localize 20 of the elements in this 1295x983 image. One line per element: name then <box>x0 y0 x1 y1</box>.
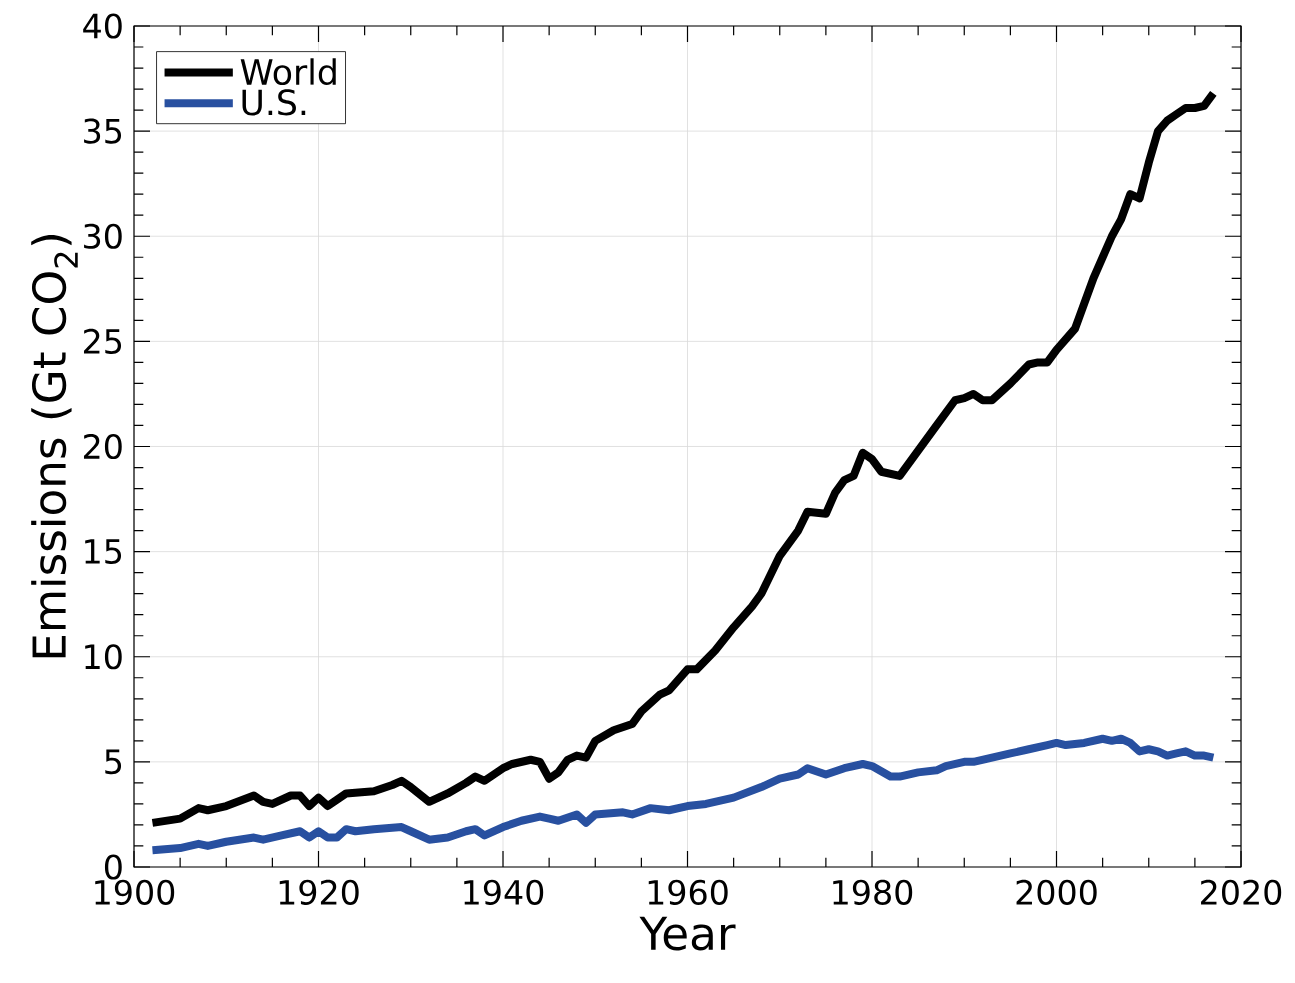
y-tick-label: 5 <box>105 749 122 775</box>
x-tick-label: 1940 <box>464 879 544 905</box>
y-tick-label: 20 <box>83 433 122 460</box>
x-axis-title: Year <box>639 916 736 951</box>
legend-label: U.S. <box>242 89 306 116</box>
y-tick-label: 30 <box>84 223 122 249</box>
y-tick-label: 10 <box>85 644 122 670</box>
x-tick-label: 2000 <box>1016 879 1097 905</box>
legend-label: World <box>240 58 336 86</box>
x-tick-label: 1960 <box>648 879 728 905</box>
x-tick-label: 1920 <box>279 879 359 905</box>
x-tick-label: 1900 <box>95 879 175 905</box>
y-tick-label: 25 <box>83 328 122 354</box>
y-tick-label: 40 <box>83 13 122 39</box>
y-tick-label: 15 <box>85 539 122 565</box>
y-axis-title: Emissions (Gt CO$_{2}$) <box>31 235 78 658</box>
x-tick-label: 1980 <box>833 879 913 905</box>
y-tick-label: 35 <box>84 118 122 144</box>
y-tick-label: 0 <box>104 854 122 880</box>
x-tick-label: 2020 <box>1201 879 1282 905</box>
